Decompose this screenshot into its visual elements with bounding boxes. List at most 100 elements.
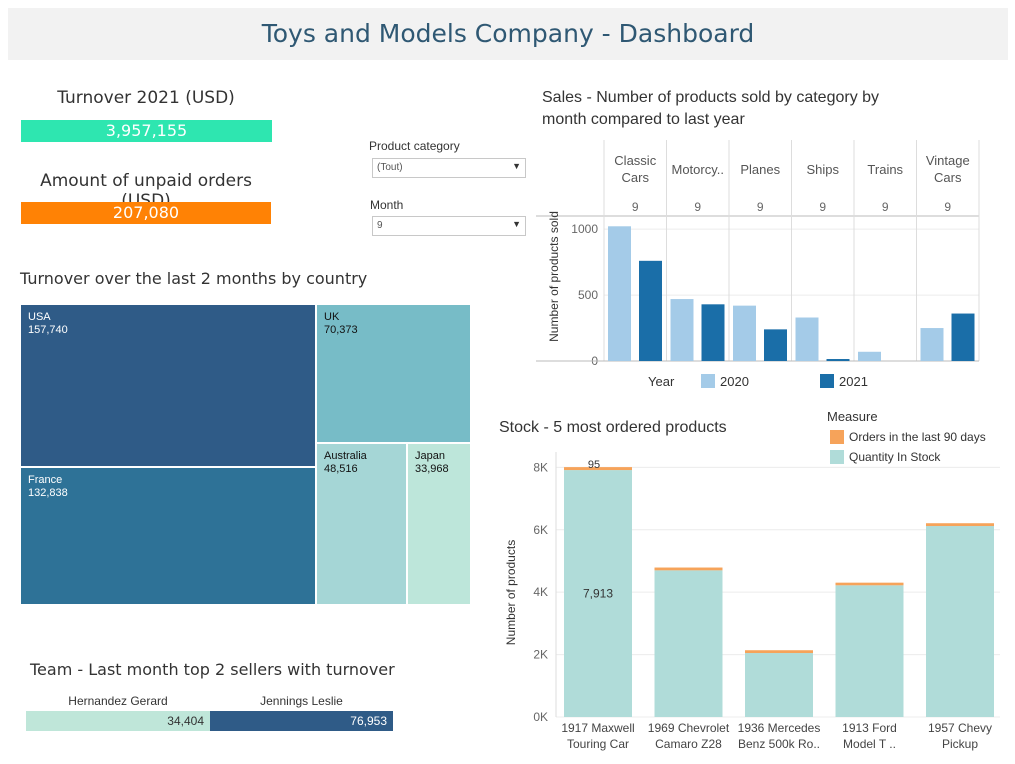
sales-y-axis-label: Number of products sold bbox=[547, 211, 561, 342]
category-filter-label: Product category bbox=[369, 139, 460, 153]
chevron-down-icon[interactable]: ▼ bbox=[512, 219, 521, 229]
sales-bar-2021 bbox=[951, 313, 975, 361]
stock-bar-orders bbox=[835, 582, 904, 586]
sales-category-label: Cars bbox=[934, 170, 962, 185]
stock-bar-orders bbox=[564, 467, 632, 471]
sales-bar-2020 bbox=[920, 328, 944, 361]
sales-bar-2021 bbox=[826, 359, 850, 361]
stock-legend-swatch bbox=[830, 430, 844, 444]
sales-y-tick-label: 500 bbox=[578, 288, 598, 302]
stock-bar-quantity bbox=[654, 570, 723, 717]
treemap-country: UK bbox=[324, 311, 340, 323]
treemap-turnover: 70,373 bbox=[324, 324, 358, 336]
treemap-country: Japan bbox=[415, 450, 445, 462]
treemap-turnover: 48,516 bbox=[324, 463, 358, 475]
stock-category-label: 1917 Maxwell bbox=[561, 721, 634, 735]
sales-bar-2020 bbox=[608, 226, 631, 361]
sales-bar-2020 bbox=[858, 351, 881, 361]
stock-legend-swatch bbox=[830, 450, 844, 464]
stock-category-label: 1957 Chevy bbox=[928, 721, 992, 735]
treemap-cell-australia[interactable]: Australia 48,516 bbox=[316, 443, 407, 605]
stock-bar-orders bbox=[745, 650, 813, 654]
stock-category-label: 1969 Chevrolet bbox=[648, 721, 730, 735]
category-filter-select[interactable]: (Tout) ▼ bbox=[372, 158, 526, 178]
stock-data-label: 7,913 bbox=[583, 587, 613, 601]
sales-month-label: 9 bbox=[819, 200, 826, 214]
stock-legend-label: Orders in the last 90 days bbox=[849, 430, 986, 444]
stock-category-label: 1936 Mercedes bbox=[738, 721, 821, 735]
stock-y-tick-label: 6K bbox=[533, 523, 548, 537]
sales-month-label: 9 bbox=[757, 200, 764, 214]
dashboard-header: Toys and Models Company - Dashboard bbox=[8, 8, 1008, 60]
month-filter-value: 9 bbox=[377, 220, 383, 231]
sales-month-label: 9 bbox=[632, 200, 639, 214]
category-filter-value: (Tout) bbox=[377, 162, 403, 173]
sales-chart-title: Sales - Number of products sold by categ… bbox=[542, 89, 879, 106]
unpaid-orders-kpi-value: 207,080 bbox=[21, 202, 271, 224]
chevron-down-icon[interactable]: ▼ bbox=[512, 161, 521, 171]
orders-data-label: 95 bbox=[588, 459, 600, 471]
sales-bar-2021 bbox=[764, 329, 787, 361]
sales-month-label: 9 bbox=[882, 200, 889, 214]
treemap-turnover: 132,838 bbox=[28, 487, 68, 499]
seller-name: Hernandez Gerard bbox=[68, 694, 168, 708]
sales-category-label: Trains bbox=[867, 162, 903, 177]
stock-category-label: Model T .. bbox=[843, 737, 896, 751]
treemap-cell-france[interactable]: France 132,838 bbox=[20, 467, 316, 605]
sales-category-label: Motorcy.. bbox=[672, 162, 725, 177]
stock-bar-quantity bbox=[745, 653, 813, 717]
stock-bar-quantity bbox=[926, 526, 994, 717]
sales-legend-swatch bbox=[701, 374, 715, 388]
sales-category-label: Ships bbox=[806, 162, 839, 177]
sales-chart: Sales - Number of products sold by categ… bbox=[536, 89, 980, 389]
sales-category-label: Cars bbox=[622, 170, 650, 185]
sales-bar-2020 bbox=[670, 299, 694, 361]
stock-y-axis-label: Number of products bbox=[504, 540, 518, 645]
stock-y-tick-label: 0K bbox=[533, 710, 548, 724]
turnover-kpi-value: 3,957,155 bbox=[21, 120, 272, 142]
treemap-cell-usa[interactable]: USA 157,740 bbox=[20, 304, 316, 467]
treemap-country: USA bbox=[28, 311, 51, 323]
dashboard-title: Toys and Models Company - Dashboard bbox=[261, 19, 755, 48]
team-title: Team - Last month top 2 sellers with tur… bbox=[30, 660, 395, 679]
stock-category-label: Pickup bbox=[942, 737, 978, 751]
month-filter-label: Month bbox=[370, 198, 404, 212]
stock-bar-quantity bbox=[835, 585, 904, 717]
sales-bar-2021 bbox=[701, 304, 725, 361]
stock-category-label: Camaro Z28 bbox=[655, 737, 722, 751]
sales-bar-2020 bbox=[795, 317, 819, 361]
stock-legend-title: Measure bbox=[827, 409, 878, 424]
stock-chart-title: Stock - 5 most ordered products bbox=[499, 419, 727, 436]
sales-month-label: 9 bbox=[694, 200, 701, 214]
stock-category-label: 1913 Ford bbox=[842, 721, 897, 735]
month-filter-select[interactable]: 9 ▼ bbox=[372, 216, 526, 236]
seller-turnover-bar[interactable]: 76,953 bbox=[210, 711, 393, 731]
stock-legend-label: Quantity In Stock bbox=[849, 450, 941, 464]
sales-legend-swatch bbox=[820, 374, 834, 388]
seller-name: Jennings Leslie bbox=[260, 694, 343, 708]
sales-category-label: Planes bbox=[740, 162, 780, 177]
stock-chart: Stock - 5 most ordered products Measure Or… bbox=[499, 409, 1000, 751]
sales-category-label: Vintage bbox=[926, 153, 970, 168]
seller-turnover-bar[interactable]: 34,404 bbox=[26, 711, 210, 731]
sales-chart-title: month compared to last year bbox=[542, 111, 745, 128]
treemap-country: Australia bbox=[324, 450, 367, 462]
stock-y-tick-label: 4K bbox=[533, 585, 548, 599]
stock-y-tick-label: 2K bbox=[533, 648, 548, 662]
treemap-cell-uk[interactable]: UK 70,373 bbox=[316, 304, 471, 443]
stock-bar-quantity bbox=[564, 470, 632, 717]
stock-bar-orders bbox=[926, 523, 994, 527]
sales-month-label: 9 bbox=[944, 200, 951, 214]
stock-category-label: Touring Car bbox=[567, 737, 629, 751]
treemap-title: Turnover over the last 2 months by count… bbox=[20, 269, 368, 288]
sales-legend-label: 2021 bbox=[839, 374, 868, 389]
sales-bar-2021 bbox=[639, 260, 662, 361]
stock-category-label: Benz 500k Ro.. bbox=[738, 737, 820, 751]
treemap-cell-japan[interactable]: Japan 33,968 bbox=[407, 443, 471, 605]
turnover-kpi-label: Turnover 2021 (USD) bbox=[57, 88, 235, 108]
sales-bar-2020 bbox=[733, 305, 756, 361]
treemap-country: France bbox=[28, 474, 63, 486]
treemap-turnover: 33,968 bbox=[415, 463, 449, 475]
sales-y-tick-label: 1000 bbox=[571, 222, 598, 236]
stock-y-tick-label: 8K bbox=[533, 460, 548, 474]
